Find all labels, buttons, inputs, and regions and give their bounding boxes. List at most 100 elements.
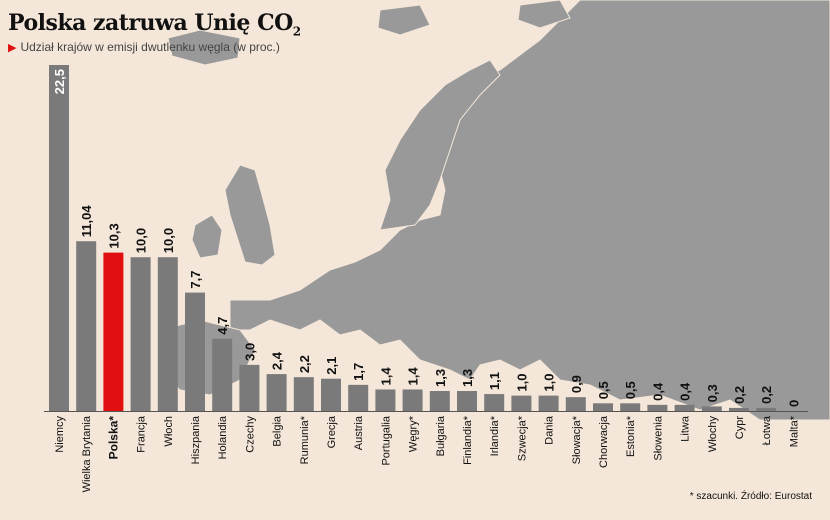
bar-23 — [674, 404, 695, 411]
bar-3 — [130, 257, 151, 411]
value-label-27: 0 — [786, 400, 801, 407]
category-label-22: Słowenia — [652, 415, 664, 461]
europe-map-background — [159, 0, 830, 421]
chart-subtitle-text: Udział krajów w emisji dwutlenku węgla (… — [20, 40, 280, 54]
chart-subtitle: ▶ Udział krajów w emisji dwutlenku węgla … — [8, 40, 280, 54]
category-label-3: Francja — [136, 415, 148, 453]
bar-0 — [49, 65, 69, 411]
value-label-1: 11,04 — [79, 205, 94, 238]
value-label-8: 2,4 — [270, 351, 285, 370]
value-label-16: 1,1 — [487, 372, 502, 390]
iceland-shape — [167, 29, 241, 66]
value-label-4: 10,0 — [161, 228, 176, 253]
red-triangle-icon: ▶ — [8, 42, 17, 54]
category-label-16: Irlandia* — [489, 415, 501, 456]
bar-5 — [185, 292, 205, 411]
scandinavia-shape — [379, 59, 501, 231]
category-label-6: Holandia — [217, 415, 229, 459]
ireland-shape — [191, 214, 223, 259]
value-label-2: 10,3 — [106, 223, 121, 248]
bar-18 — [538, 395, 559, 411]
continent-shape — [229, 0, 830, 421]
category-label-24: Włochy — [707, 416, 719, 453]
bar-4 — [157, 257, 178, 411]
category-label-12: Portugalia — [380, 415, 392, 465]
value-labels-group: 22,5 11,04 10,3 10,0 10,0 7,7 4,7 3,0 2,4 2,2 2,1 1… — [52, 69, 801, 407]
category-label-21: Estonia* — [625, 415, 637, 457]
arctic-islands-shape — [377, 4, 431, 36]
value-label-21: 0,5 — [623, 381, 638, 399]
value-label-5: 7,7 — [188, 271, 203, 289]
value-label-18: 1,0 — [542, 374, 557, 392]
bar-19 — [565, 397, 586, 411]
category-label-18: Dania — [544, 415, 556, 445]
bar-21 — [620, 403, 641, 411]
category-label-9: Rumunia* — [299, 415, 311, 464]
chart-title: Polska zatruwa Unię CO2 — [8, 10, 301, 38]
bar-1 — [76, 241, 97, 411]
bar-11 — [348, 384, 369, 411]
bar-7 — [239, 364, 260, 411]
category-label-23: Litwa — [680, 415, 692, 442]
category-label-4: Włoch — [163, 416, 175, 447]
category-label-13: Węgry* — [408, 415, 420, 452]
category-label-11: Austria — [353, 415, 365, 450]
category-label-0: Niemcy — [54, 416, 66, 453]
value-label-14: 1,3 — [433, 369, 448, 387]
category-label-8: Belgia — [272, 415, 284, 446]
bar-9 — [293, 377, 314, 411]
value-label-15: 1,3 — [460, 369, 475, 387]
bar-8 — [266, 374, 287, 411]
britain-shape — [224, 164, 276, 266]
bar-2 — [103, 252, 124, 411]
value-label-23: 0,4 — [678, 382, 693, 401]
bar-13 — [402, 389, 423, 411]
bars-group — [49, 65, 777, 411]
bar-16 — [484, 394, 505, 411]
category-label-5: Hiszpania — [190, 415, 202, 464]
category-label-15: Finlandia* — [462, 415, 474, 465]
bar-10 — [321, 378, 341, 411]
value-label-3: 10,0 — [134, 228, 149, 253]
value-label-7: 3,0 — [242, 343, 257, 361]
bar-25 — [729, 407, 749, 411]
value-label-20: 0,5 — [596, 381, 611, 399]
bar-17 — [511, 395, 532, 411]
bar-22 — [647, 404, 668, 411]
arctic-island-2-shape — [517, 0, 571, 29]
bar-14 — [429, 391, 450, 411]
category-label-25: Cypr — [734, 416, 746, 440]
bar-26 — [756, 407, 777, 411]
category-label-10: Grecja — [326, 415, 338, 448]
category-label-7: Czechy — [244, 416, 256, 453]
value-label-12: 1,4 — [378, 367, 393, 386]
bar-15 — [457, 391, 477, 411]
value-label-11: 1,7 — [351, 363, 366, 381]
value-label-22: 0,4 — [650, 382, 665, 401]
value-label-6: 4,7 — [215, 317, 230, 335]
bar-6 — [212, 338, 233, 411]
value-label-13: 1,4 — [406, 367, 421, 386]
chart-title-subscript: 2 — [292, 24, 301, 39]
category-label-1: Wielka Brytania — [81, 415, 93, 492]
value-label-0: 22,5 — [52, 69, 67, 94]
footnote: * szacunki. Źródło: Eurostat — [689, 491, 812, 502]
category-labels-group: Niemcy Wielka Brytania Polska* Francja Włoch… — [54, 415, 800, 492]
category-label-19: Słowacja* — [571, 415, 583, 464]
category-label-27: Malta* — [788, 415, 800, 447]
value-label-25: 0,2 — [732, 386, 747, 404]
value-label-9: 2,2 — [297, 355, 312, 373]
value-label-10: 2,1 — [324, 357, 339, 375]
category-label-20: Chorwacja — [598, 415, 610, 468]
category-label-26: Łotwa — [761, 415, 773, 445]
category-label-17: Szwecja* — [516, 415, 528, 461]
category-label-14: Bułgaria — [435, 415, 447, 456]
value-label-19: 0,9 — [569, 375, 584, 393]
chart-title-text: Polska zatruwa Unię CO — [8, 10, 293, 36]
category-label-2: Polska* — [106, 416, 120, 460]
bar-12 — [375, 389, 396, 411]
value-label-17: 1,0 — [514, 374, 529, 392]
bar-24 — [701, 406, 722, 411]
value-label-24: 0,3 — [705, 384, 720, 402]
